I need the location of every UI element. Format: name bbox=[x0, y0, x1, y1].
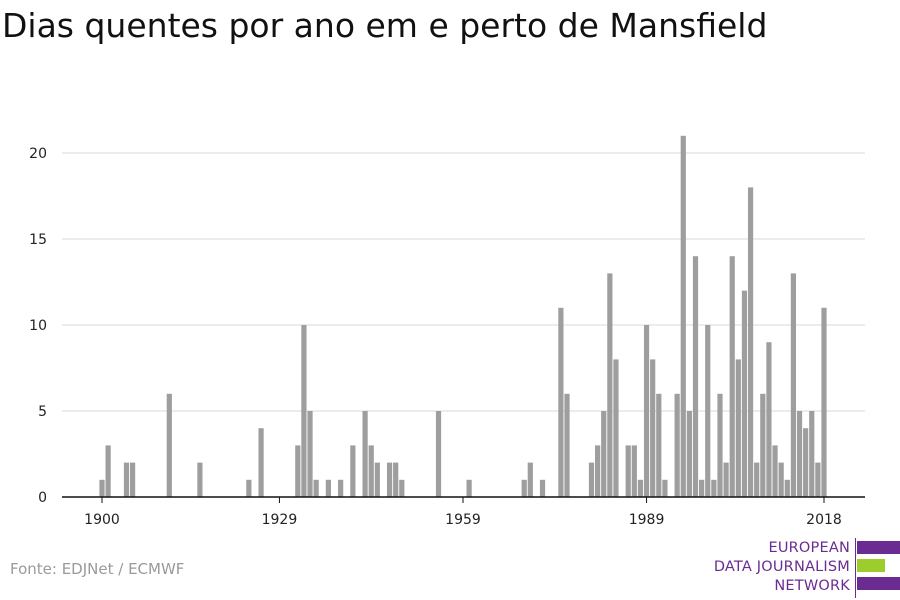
logo-line-3: NETWORK bbox=[774, 578, 850, 594]
bar-1998 bbox=[699, 479, 705, 497]
bar-2010 bbox=[772, 445, 778, 497]
x-tick-label: 1989 bbox=[629, 512, 665, 528]
logo-bar-green bbox=[857, 559, 885, 572]
y-tick-label: 5 bbox=[38, 404, 47, 420]
bar-1937 bbox=[325, 479, 331, 497]
bar-1943 bbox=[362, 411, 368, 497]
x-tick-label: 1929 bbox=[262, 512, 298, 528]
bar-1924 bbox=[246, 479, 252, 497]
bar-1935 bbox=[313, 479, 319, 497]
bar-2001 bbox=[717, 393, 723, 497]
bars bbox=[99, 135, 827, 498]
bar-1955 bbox=[435, 411, 442, 497]
bar-1999 bbox=[705, 325, 711, 497]
bar-1975 bbox=[558, 307, 564, 497]
bar-2011 bbox=[778, 462, 784, 497]
bar-1970 bbox=[527, 462, 533, 497]
bar-2007 bbox=[754, 462, 760, 497]
x-tick-label: 1900 bbox=[84, 512, 120, 528]
bar-2013 bbox=[790, 273, 797, 497]
bar-1986 bbox=[625, 445, 631, 497]
bar-2000 bbox=[711, 479, 717, 497]
bar-1934 bbox=[307, 411, 313, 497]
bar-1948 bbox=[393, 462, 399, 497]
bar-2008 bbox=[760, 393, 766, 497]
bar-2017 bbox=[815, 462, 821, 497]
y-tick-label: 10 bbox=[29, 318, 47, 334]
logo-divider bbox=[855, 538, 856, 598]
bar-2004 bbox=[735, 359, 741, 497]
bar-1933 bbox=[301, 325, 307, 497]
bar-1901 bbox=[105, 445, 111, 497]
y-tick-label: 15 bbox=[29, 232, 47, 248]
bar-2009 bbox=[766, 342, 772, 497]
x-axis bbox=[62, 496, 865, 503]
bar-1976 bbox=[564, 393, 570, 497]
bar-2012 bbox=[784, 479, 790, 497]
logo-line-1: EUROPEAN bbox=[768, 540, 850, 556]
bar-1905 bbox=[129, 462, 136, 497]
bar-2006 bbox=[747, 187, 754, 497]
bar-1926 bbox=[258, 428, 264, 497]
bar-1944 bbox=[368, 445, 374, 497]
bar-1988 bbox=[637, 479, 644, 497]
bar-1969 bbox=[521, 479, 527, 497]
bar-1991 bbox=[656, 393, 662, 497]
bar-1989 bbox=[643, 325, 650, 497]
bar-1900 bbox=[99, 479, 105, 497]
bar-1984 bbox=[613, 359, 619, 497]
chart-title: Dias quentes por ano em e perto de Mansf… bbox=[2, 6, 768, 45]
bar-2003 bbox=[729, 256, 735, 497]
y-tick-labels: 0 5 10 15 20 bbox=[29, 146, 47, 506]
logo-line-2: DATA JOURNALISM bbox=[713, 559, 850, 575]
bar-1990 bbox=[650, 359, 656, 497]
y-tick-label: 20 bbox=[29, 146, 47, 162]
bar-1981 bbox=[595, 445, 601, 497]
bar-2002 bbox=[723, 462, 729, 497]
bar-1932 bbox=[295, 445, 301, 497]
bar-1911 bbox=[166, 393, 172, 497]
bar-1994 bbox=[674, 393, 680, 497]
bar-1941 bbox=[350, 445, 356, 497]
bar-1992 bbox=[662, 479, 668, 497]
x-tick-label: 1959 bbox=[445, 512, 481, 528]
bar-2014 bbox=[796, 411, 803, 497]
edjnet-logo: EUROPEAN DATA JOURNALISM NETWORK bbox=[700, 538, 900, 598]
bar-1972 bbox=[539, 479, 546, 497]
y-tick-label: 0 bbox=[38, 490, 47, 506]
x-tick-label: 2018 bbox=[806, 512, 842, 528]
bar-1980 bbox=[588, 462, 595, 497]
x-tick-labels: 1900 1929 1959 1989 2018 bbox=[84, 512, 842, 528]
bar-1949 bbox=[399, 479, 405, 497]
bar-1916 bbox=[197, 462, 203, 497]
bar-1983 bbox=[607, 273, 613, 497]
bar-1947 bbox=[386, 462, 393, 497]
bar-2016 bbox=[809, 411, 815, 497]
bar-1996 bbox=[686, 411, 692, 497]
bar-1982 bbox=[601, 411, 607, 497]
bar-1945 bbox=[374, 462, 380, 497]
bar-1995 bbox=[680, 135, 686, 498]
bar-1960 bbox=[466, 479, 472, 497]
logo-bar-purple-top bbox=[857, 541, 900, 554]
logo-bar-purple-bottom bbox=[857, 577, 900, 590]
bar-1904 bbox=[123, 462, 130, 497]
bar-2018 bbox=[821, 307, 827, 497]
bar-2015 bbox=[803, 428, 809, 497]
bar-2005 bbox=[741, 290, 748, 497]
bar-1997 bbox=[692, 256, 699, 497]
bar-1987 bbox=[631, 445, 637, 497]
source-note: Fonte: EDJNet / ECMWF bbox=[10, 560, 185, 578]
bar-1939 bbox=[338, 479, 344, 497]
